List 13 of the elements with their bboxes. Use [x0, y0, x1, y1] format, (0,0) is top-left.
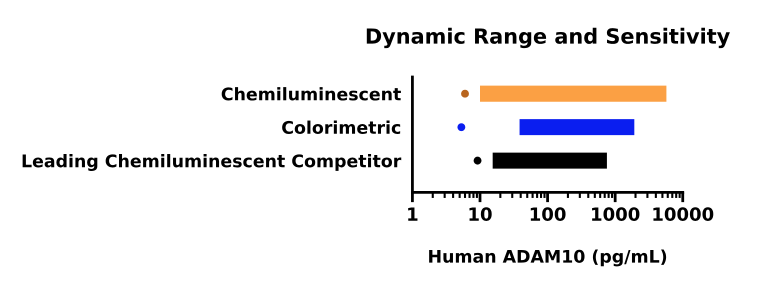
x-tick-label: 1	[408, 208, 418, 221]
x-tick-label: 10	[469, 207, 492, 221]
bar	[480, 86, 666, 102]
y-tick-label: Chemiluminescent	[222, 87, 401, 101]
x-tick-label: 1000	[592, 207, 640, 221]
y-tick-label: Leading Chemiluminescent Competitor	[22, 154, 402, 171]
bar	[492, 152, 607, 169]
y-tick-label: Colorimetric	[282, 120, 400, 134]
x-tick-label: 10000	[653, 207, 714, 221]
chart-title: Dynamic Range and Sensitivity	[366, 28, 730, 48]
bar	[520, 119, 634, 136]
x-tick-label: 100	[530, 207, 566, 221]
x-axis-title: Human ADAM10 (pg/mL)	[429, 249, 666, 266]
